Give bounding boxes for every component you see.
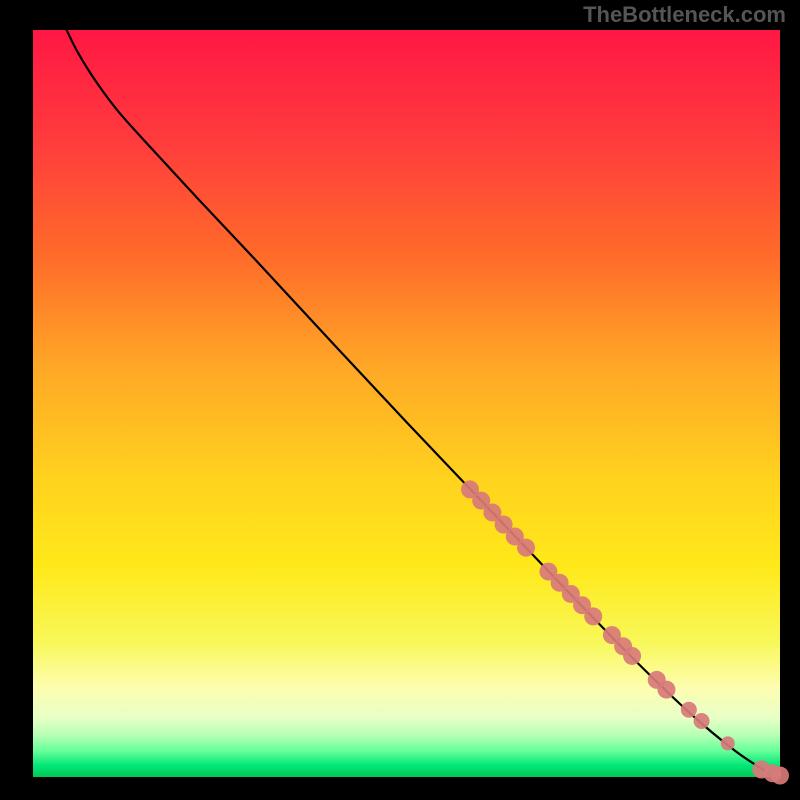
- data-marker: [623, 647, 641, 665]
- data-marker: [517, 539, 535, 557]
- data-marker: [584, 607, 602, 625]
- data-marker: [657, 681, 675, 699]
- data-marker: [721, 736, 735, 750]
- data-marker: [694, 713, 710, 729]
- bottleneck-chart: [0, 0, 800, 800]
- data-marker: [771, 767, 789, 785]
- data-marker: [681, 702, 697, 718]
- watermark-text: TheBottleneck.com: [583, 2, 786, 28]
